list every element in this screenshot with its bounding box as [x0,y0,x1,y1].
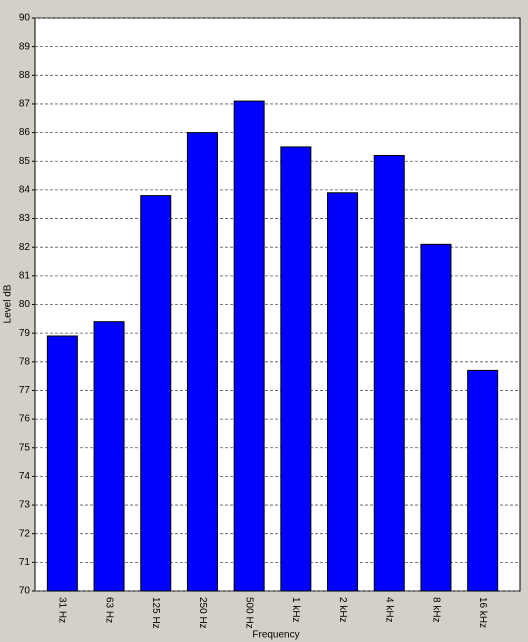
bar [186,132,218,592]
x-tick-label: 31 Hz [57,597,68,623]
y-tick-label: 72 [19,528,31,539]
y-tick-label: 78 [19,356,31,367]
y-tick-label: 85 [19,156,31,167]
x-tick-label: 250 Hz [197,597,208,629]
y-tick-label: 89 [19,41,31,52]
y-tick-label: 80 [19,299,31,310]
bar [420,243,452,592]
bar [46,335,78,592]
x-tick-label: 4 kHz [384,597,395,623]
bar [280,146,312,592]
x-tick-label: 63 Hz [103,597,114,623]
y-tick-label: 71 [19,557,31,568]
y-tick-label: 83 [19,213,31,224]
x-tick-label: 1 kHz [290,597,301,623]
x-tick-label: 125 Hz [150,597,161,629]
bar [140,195,172,592]
bar [467,369,499,592]
y-tick-label: 76 [19,414,31,425]
y-tick-label: 84 [19,185,31,196]
bar [373,155,405,592]
x-tick-label: 2 kHz [337,597,348,623]
bar [233,100,265,592]
x-tick-label: 16 kHz [477,597,488,628]
y-axis-label: Level dB [3,284,14,323]
bar [327,192,359,592]
y-tick-label: 88 [19,70,31,81]
y-tick-label: 90 [19,13,31,24]
y-tick-label: 82 [19,242,31,253]
y-tick-label: 79 [19,328,31,339]
y-tick-label: 75 [19,442,31,453]
x-tick-label: 500 Hz [244,597,255,629]
y-tick-label: 87 [19,99,31,110]
x-tick-label: 8 kHz [430,597,441,623]
y-tick-label: 81 [19,270,31,281]
y-tick-label: 86 [19,127,31,138]
x-axis-label: Frequency [252,630,299,641]
y-tick-label: 70 [19,586,31,597]
bar [93,321,125,592]
y-tick-label: 73 [19,500,31,511]
y-tick-label: 74 [19,471,31,482]
y-tick-label: 77 [19,385,31,396]
